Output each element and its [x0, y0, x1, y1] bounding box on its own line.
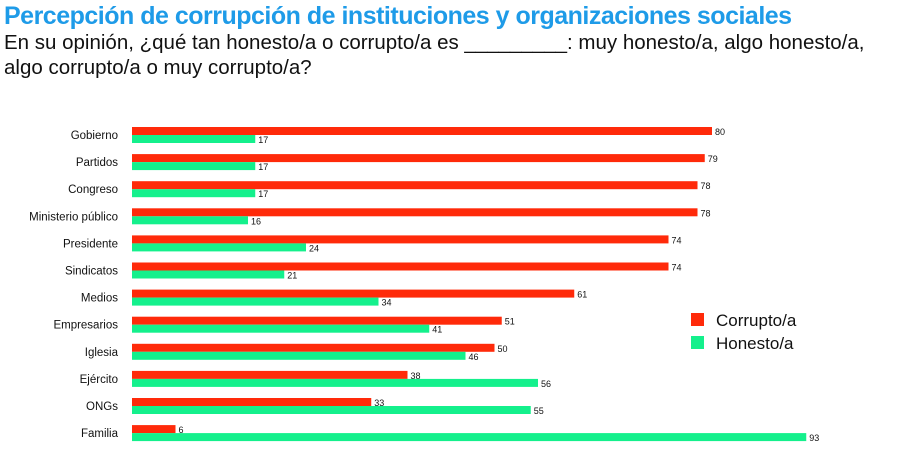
data-label: 56 — [541, 379, 551, 389]
legend-label: Corrupto/a — [716, 311, 797, 330]
bar-corrupto — [132, 370, 408, 379]
bar-honesto — [132, 433, 807, 442]
chart-subtitle: En su opinión, ¿qué tan honesto/a o corr… — [4, 31, 865, 79]
data-label: 17 — [258, 135, 268, 145]
bar-honesto — [132, 216, 248, 225]
data-label: 78 — [701, 181, 711, 191]
category-label: ONGs — [86, 401, 118, 413]
bar-honesto — [132, 378, 538, 387]
data-label: 33 — [374, 398, 384, 408]
category-label: Medios — [81, 293, 118, 305]
category-label: Empresarios — [53, 320, 118, 332]
bar-honesto — [132, 270, 285, 279]
bar-honesto — [132, 243, 306, 252]
data-label: 46 — [469, 352, 479, 362]
data-label: 61 — [577, 290, 587, 300]
data-label: 17 — [258, 189, 268, 199]
category-label: Partidos — [76, 157, 118, 169]
bar-honesto — [132, 324, 430, 333]
category-label: Sindicatos — [65, 266, 118, 278]
data-label: 55 — [534, 406, 544, 416]
legend-swatch — [691, 313, 704, 326]
bar-honesto — [132, 189, 256, 198]
bar-corrupto — [132, 398, 372, 406]
chart-title: Percepción de corrupción de institucione… — [4, 2, 792, 30]
data-label: 21 — [287, 271, 297, 281]
bar-corrupto — [132, 316, 502, 325]
bar-honesto — [132, 406, 531, 414]
data-label: 6 — [179, 425, 184, 435]
legend-label: Honesto/a — [716, 334, 794, 353]
category-label: Ejército — [80, 374, 118, 386]
category-label: Ministerio público — [29, 211, 118, 223]
data-label: 41 — [432, 325, 442, 335]
data-label: 93 — [809, 433, 819, 443]
data-label: 24 — [309, 243, 319, 253]
category-label: Gobierno — [71, 130, 118, 142]
bar-corrupto — [132, 154, 705, 163]
data-label: 78 — [701, 208, 711, 218]
category-label: Presidente — [63, 238, 118, 250]
bar-honesto — [132, 135, 256, 143]
bar-corrupto — [132, 208, 698, 217]
data-label: 17 — [258, 162, 268, 172]
bar-honesto — [132, 297, 379, 306]
bar-corrupto — [132, 425, 176, 434]
legend-swatch — [691, 336, 704, 349]
bar-corrupto — [132, 343, 495, 352]
bar-honesto — [132, 162, 256, 171]
data-label: 74 — [672, 235, 682, 245]
bar-honesto — [132, 351, 466, 360]
data-label: 16 — [251, 216, 261, 226]
data-label: 51 — [505, 317, 515, 327]
bar-corrupto — [132, 127, 712, 135]
data-label: 80 — [715, 127, 725, 137]
data-label: 38 — [411, 371, 421, 381]
category-label: Congreso — [68, 184, 118, 196]
data-label: 34 — [382, 298, 392, 308]
data-label: 50 — [498, 344, 508, 354]
category-label: Familia — [81, 428, 119, 440]
bar-corrupto — [132, 262, 669, 271]
data-label: 79 — [708, 154, 718, 164]
category-label: Iglesia — [85, 347, 119, 359]
bar-corrupto — [132, 181, 698, 190]
data-label: 74 — [672, 263, 682, 273]
bar-corrupto — [132, 235, 669, 244]
bar-corrupto — [132, 289, 575, 298]
